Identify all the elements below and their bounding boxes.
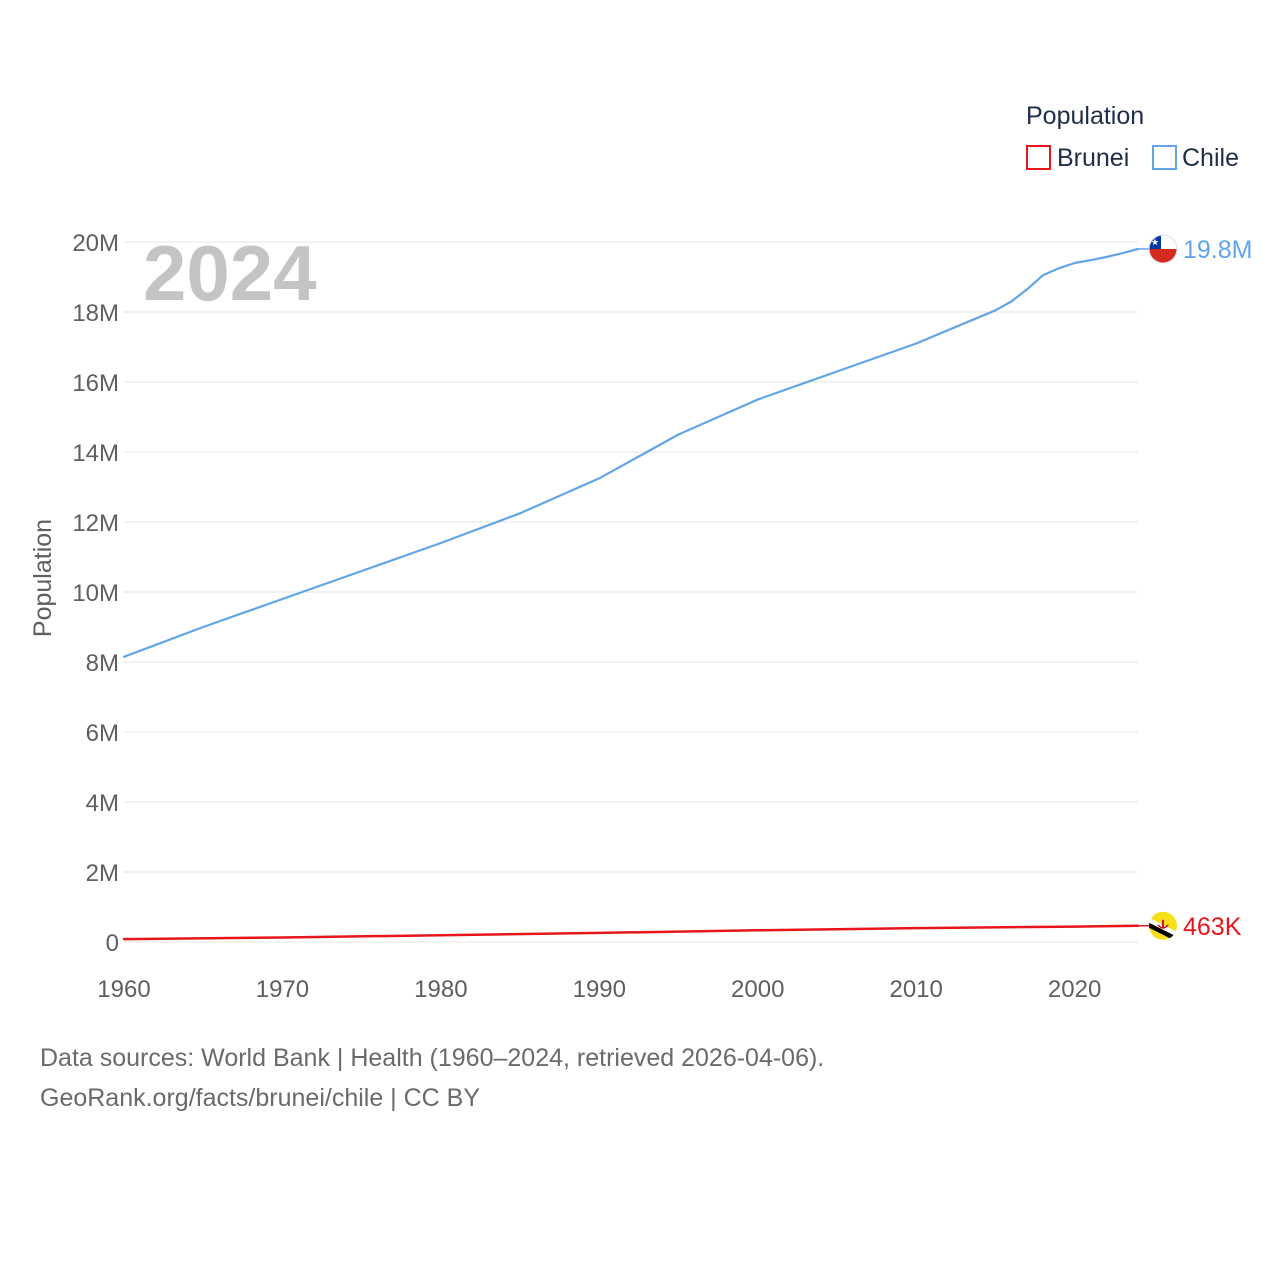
x-tick-label: 1990	[573, 976, 626, 1003]
y-tick-label: 12M	[72, 510, 119, 537]
y-tick-label: 14M	[72, 440, 119, 467]
footer-sources: Data sources: World Bank | Health (1960–…	[40, 1044, 825, 1072]
x-axis-ticks: 1960 1970 1980 1990 2000 2010 2020	[97, 976, 1101, 1003]
x-tick-label: 1980	[414, 976, 467, 1003]
x-tick-label: 1960	[97, 976, 150, 1003]
y-tick-label: 0	[106, 930, 119, 957]
brunei-flag-icon	[1149, 911, 1177, 940]
footer-credit: GeoRank.org/facts/brunei/chile | CC BY	[40, 1084, 481, 1112]
series-line-brunei	[122, 924, 1140, 941]
y-tick-label: 16M	[72, 370, 119, 397]
y-tick-label: 18M	[72, 300, 119, 327]
x-tick-label: 2000	[731, 976, 784, 1003]
current-year-label: 2024	[143, 229, 317, 317]
x-tick-label: 2010	[889, 976, 942, 1003]
legend-swatch-chile	[1152, 145, 1177, 170]
legend-title: Population	[1026, 102, 1144, 130]
series-lines	[122, 247, 1149, 941]
grid-lines	[124, 241, 1138, 943]
x-tick-label: 1970	[256, 976, 309, 1003]
chile-flag-icon	[1148, 234, 1178, 264]
legend-item-chile[interactable]: Chile	[1152, 144, 1239, 172]
brunei-end-value-label: 463K	[1183, 913, 1242, 941]
y-tick-label: 20M	[72, 230, 119, 257]
x-tick-label: 2020	[1048, 976, 1101, 1003]
y-tick-label: 2M	[86, 860, 119, 887]
legend-swatch-brunei	[1026, 145, 1051, 170]
y-tick-label: 6M	[86, 720, 119, 747]
legend-label-brunei: Brunei	[1057, 144, 1129, 172]
y-axis-title: Population	[29, 519, 57, 637]
y-tick-label: 8M	[86, 650, 119, 677]
chile-end-value-label: 19.8M	[1183, 236, 1252, 264]
series-line-chile	[122, 247, 1140, 658]
y-axis-ticks: 0 2M 4M 6M 8M 10M 12M 14M 16M 18M 20M	[72, 230, 119, 957]
y-tick-label: 4M	[86, 790, 119, 817]
y-tick-label: 10M	[72, 580, 119, 607]
legend-item-brunei[interactable]: Brunei	[1026, 144, 1129, 172]
legend-label-chile: Chile	[1182, 144, 1239, 172]
legend: Population Brunei Chile	[1026, 102, 1239, 172]
